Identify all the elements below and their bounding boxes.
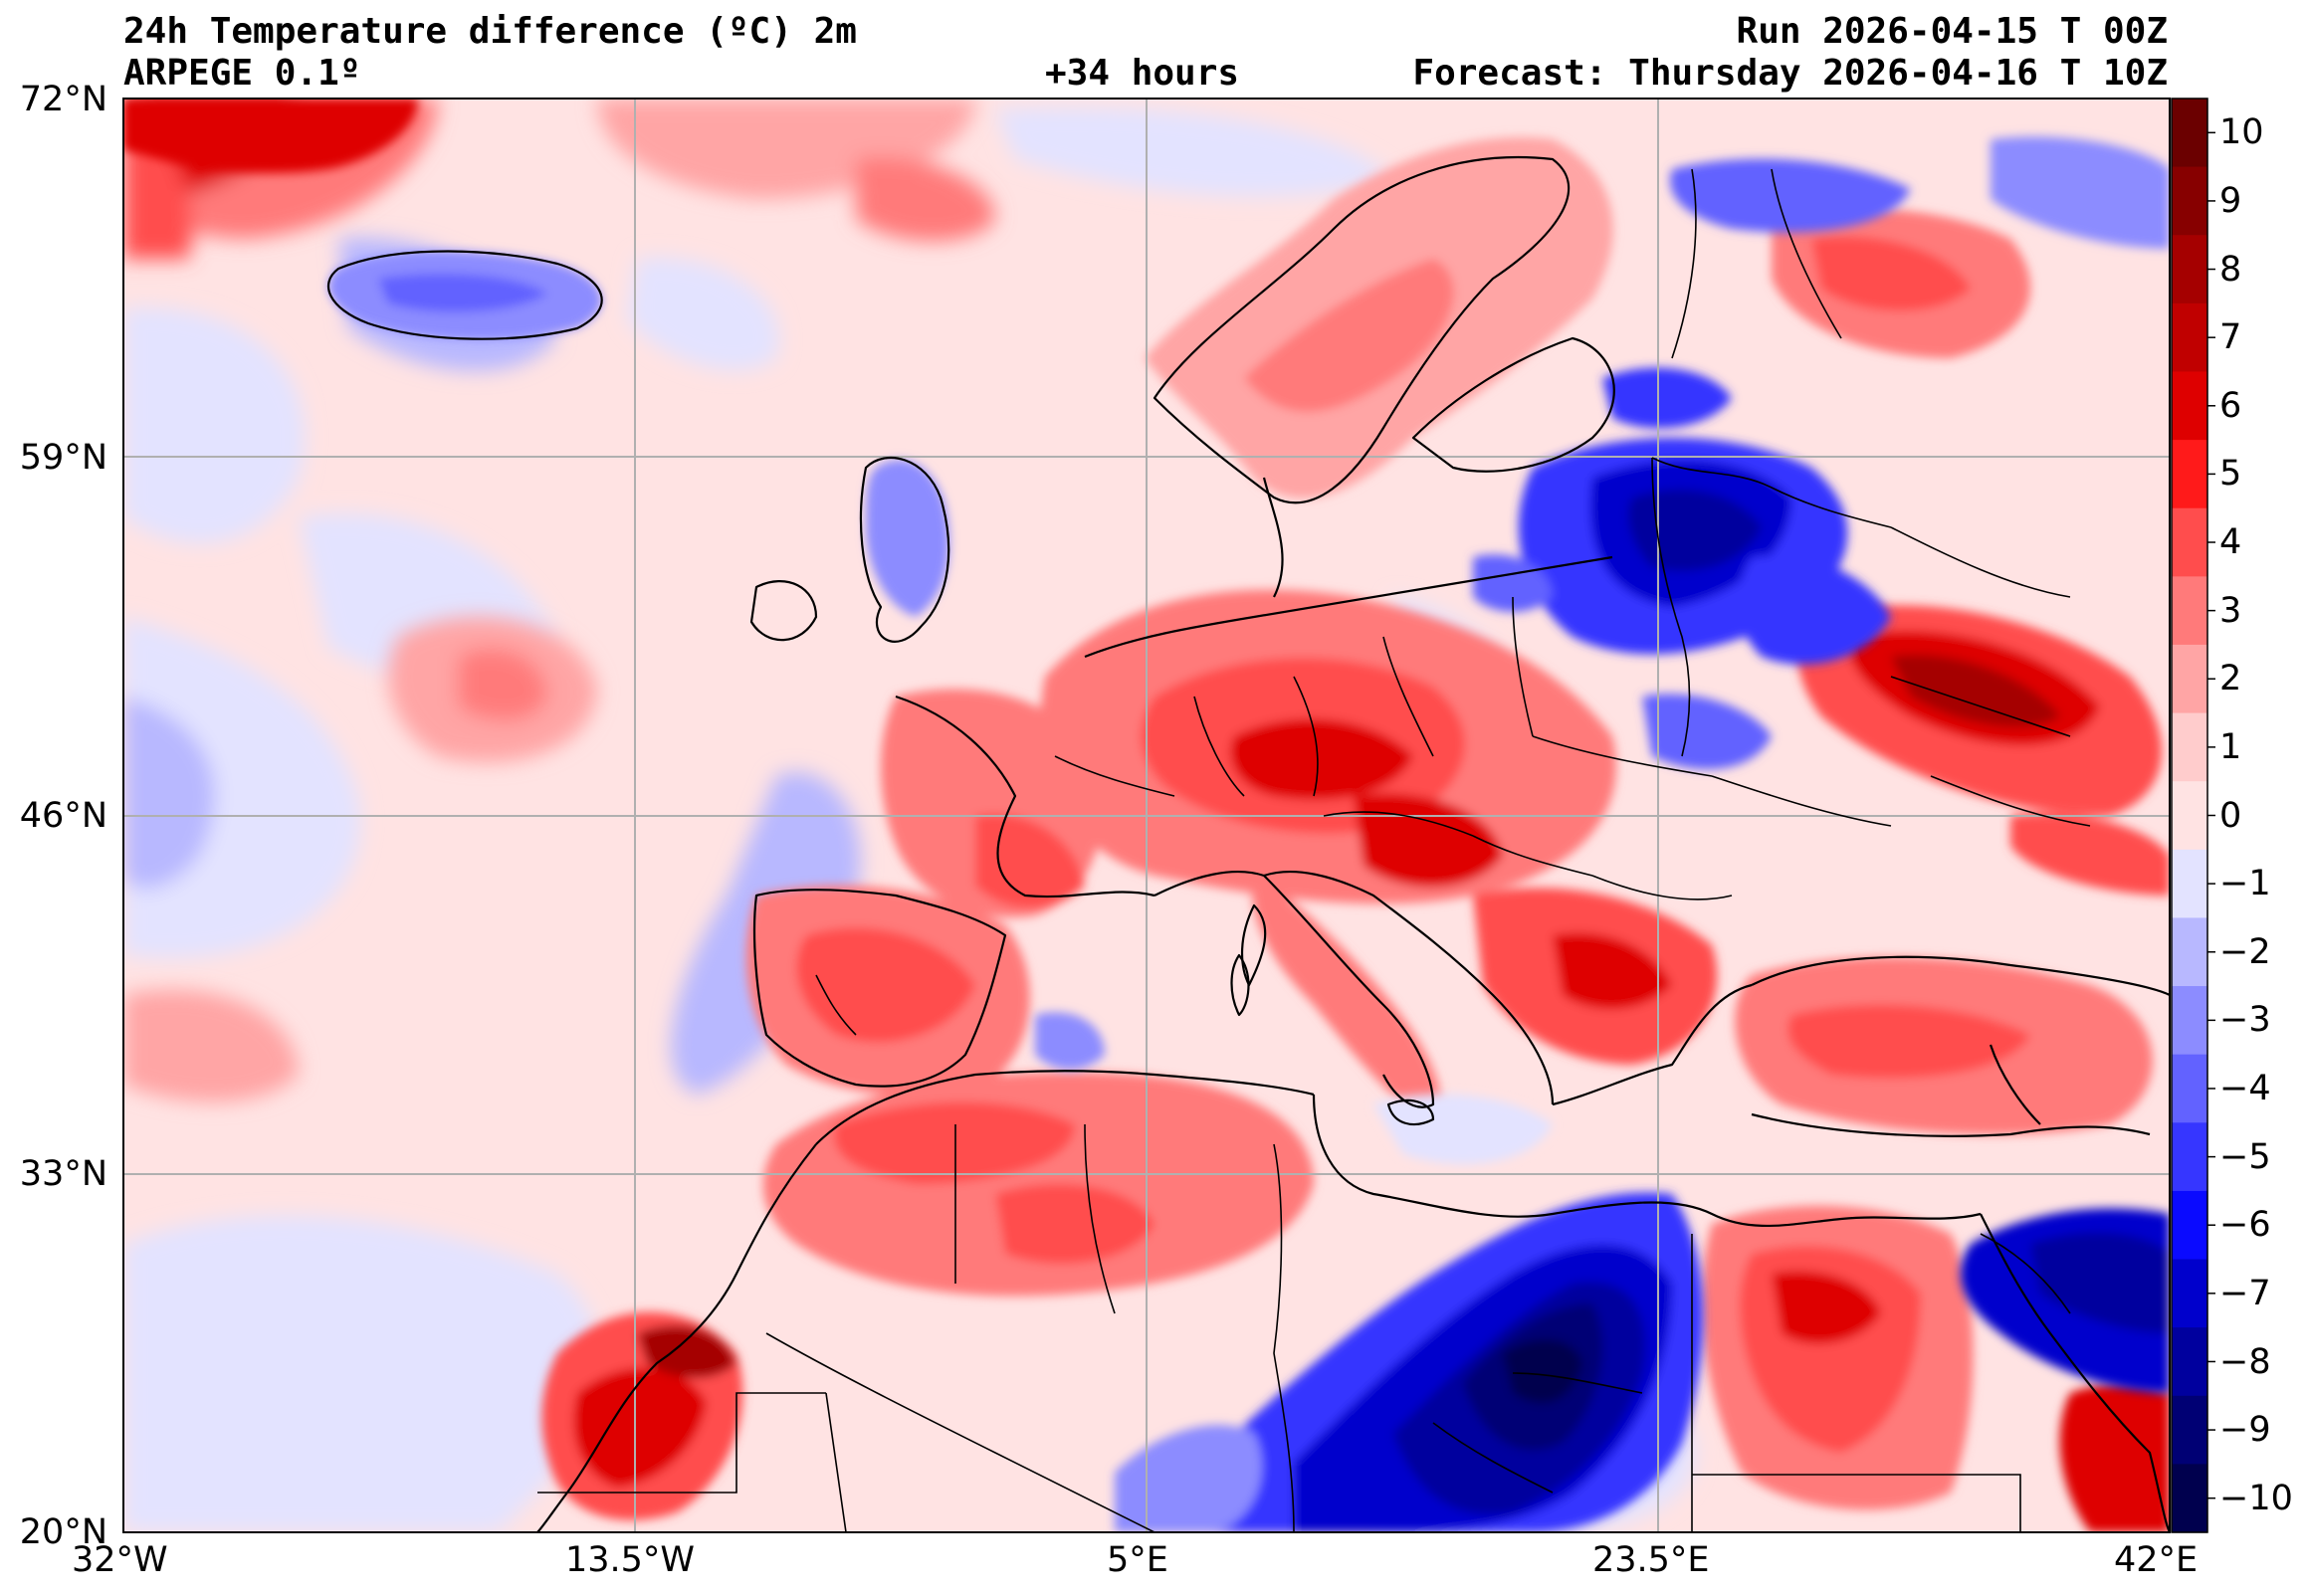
colorbar-tick-label: 7 (2219, 317, 2242, 358)
colorbar (2171, 98, 2215, 1533)
colorbar-tick-label: −7 (2219, 1273, 2271, 1313)
colorbar-segment (2172, 781, 2207, 851)
lat-label-46: 46°N (19, 796, 107, 836)
coastlines (327, 155, 2170, 1532)
temperature-field (123, 99, 2170, 1532)
iceland (328, 251, 602, 339)
lon-label-13-5w: 13.5°W (565, 1540, 696, 1580)
colorbar-tick-label: 2 (2219, 659, 2242, 699)
colorbar-segment (2172, 576, 2207, 646)
colorbar-tick-label: −6 (2219, 1205, 2271, 1246)
lon-label-32w: 32°W (72, 1540, 168, 1580)
colorbar-tick-label: −2 (2219, 931, 2271, 972)
colorbar-segment (2172, 507, 2207, 577)
colorbar-tick-label: −4 (2219, 1069, 2271, 1108)
forecast-time: Forecast: Thursday 2026-04-16 T 10Z (1412, 53, 2168, 94)
colorbar-tick-label: 4 (2219, 522, 2242, 562)
lon-label-42e: 42°E (2114, 1540, 2199, 1580)
colorbar-segment (2172, 849, 2207, 919)
colorbar-tick-label: −1 (2219, 864, 2271, 904)
colorbar-segment (2172, 99, 2207, 168)
lat-label-20: 20°N (19, 1512, 107, 1552)
colorbar-tick-label: −3 (2219, 1000, 2271, 1041)
colorbar-tick-label: 5 (2219, 454, 2242, 495)
colorbar-tick-label: 9 (2219, 180, 2242, 221)
colorbar-tick-label: −9 (2219, 1410, 2271, 1451)
colorbar-tick-label: −5 (2219, 1136, 2271, 1177)
colorbar-tick-label: 6 (2219, 385, 2242, 426)
lat-label-72: 72°N (19, 80, 107, 119)
colorbar-segment (2172, 1054, 2207, 1123)
graticule (123, 99, 2170, 1532)
colorbar-segment (2172, 986, 2207, 1056)
lon-label-5e: 5°E (1107, 1540, 1168, 1580)
colorbar-segment (2172, 166, 2207, 236)
colorbar-tick-label: 10 (2219, 112, 2264, 153)
run-time: Run 2026-04-15 T 00Z (1736, 11, 2168, 52)
colorbar-segment (2172, 1190, 2207, 1261)
map-frame (122, 98, 2171, 1533)
colorbar-segment (2172, 235, 2207, 304)
model-name: ARPEGE 0.1º (123, 53, 361, 94)
colorbar-segment (2172, 644, 2207, 714)
lon-label-23-5e: 23.5°E (1592, 1540, 1710, 1580)
colorbar-segment (2172, 371, 2207, 441)
colorbar-segment (2172, 1259, 2207, 1328)
colorbar-tick-label: 3 (2219, 590, 2242, 631)
colorbar-segment (2172, 712, 2207, 782)
colorbar-segment (2172, 1122, 2207, 1192)
map-title: 24h Temperature difference (ºC) 2m (123, 11, 857, 52)
colorbar-tick-label: 1 (2219, 726, 2242, 767)
country-borders (537, 168, 2091, 1532)
colorbar-tick-label: 0 (2219, 795, 2242, 836)
land-cooling (866, 136, 2170, 1532)
colorbar-segment (2172, 302, 2207, 373)
colorbar-tick-label: −10 (2219, 1478, 2293, 1518)
colorbar-tick-label: 8 (2219, 249, 2242, 290)
colorbar-segment (2172, 1395, 2207, 1465)
colorbar-segment (2172, 440, 2207, 509)
colorbar-tick-label: −8 (2219, 1341, 2271, 1382)
land-warming (123, 99, 2170, 1532)
colorbar-segment (2172, 1464, 2207, 1533)
colorbar-segment (2172, 917, 2207, 987)
lat-label-59: 59°N (19, 438, 107, 478)
colorbar-segment (2172, 1327, 2207, 1397)
lead-time: +34 hours (1045, 53, 1240, 94)
lat-label-33: 33°N (19, 1154, 107, 1194)
